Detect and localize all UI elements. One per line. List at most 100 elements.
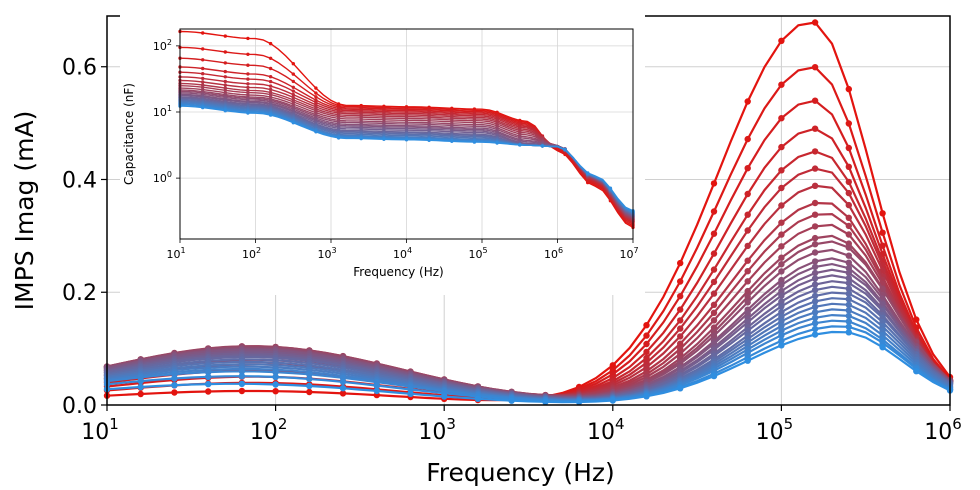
inset-x-tick-label: 104	[393, 246, 412, 261]
main-data-point	[643, 322, 650, 329]
main-data-point	[677, 325, 684, 332]
main-data-point	[778, 308, 785, 316]
main-data-point	[845, 201, 852, 209]
main-data-point	[845, 178, 852, 186]
main-data-point	[879, 210, 886, 217]
main-y-tick-label: 0.0	[62, 394, 97, 419]
main-data-point	[744, 135, 751, 143]
main-data-point	[744, 299, 751, 306]
inset-data-point	[472, 140, 477, 144]
inset-data-point	[268, 113, 273, 117]
inset-data-point	[201, 105, 205, 110]
main-data-point	[575, 398, 583, 406]
inset-x-axis-label: Frequency (Hz)	[353, 265, 444, 279]
inset-data-point	[201, 76, 205, 81]
inset-data-point	[291, 95, 295, 100]
main-data-point	[542, 398, 549, 405]
main-data-point	[710, 317, 718, 324]
inset-data-point	[314, 95, 318, 99]
main-data-point	[879, 286, 886, 293]
inset-data-point	[291, 62, 295, 66]
inset-data-point	[223, 34, 227, 38]
inset-data-point	[359, 136, 363, 141]
inset-data-point	[268, 84, 273, 88]
main-data-point	[778, 298, 785, 305]
main-data-point	[474, 395, 482, 402]
main-data-point	[272, 388, 279, 395]
main-data-point	[744, 327, 751, 334]
main-data-point	[205, 380, 212, 388]
main-data-point	[609, 397, 616, 404]
main-data-point	[778, 202, 785, 209]
main-data-point	[845, 265, 852, 272]
main-data-point	[710, 278, 718, 286]
main-data-point	[373, 382, 380, 389]
inset-data-point	[201, 47, 205, 51]
main-data-point	[811, 286, 819, 294]
main-data-point	[778, 231, 785, 238]
main-data-point	[171, 382, 178, 389]
main-data-point	[845, 329, 852, 336]
main-series-26	[103, 323, 954, 405]
main-data-point	[811, 309, 819, 316]
main-data-point	[845, 275, 852, 282]
main-data-point	[339, 385, 347, 392]
inset-y-tick-label: 100	[153, 170, 172, 185]
main-data-point	[272, 381, 279, 388]
main-data-point	[643, 348, 650, 356]
main-data-point	[778, 276, 785, 284]
main-x-tick-label: 103	[418, 415, 456, 445]
main-data-point	[238, 387, 246, 395]
inset-x-tick-label: 101	[166, 246, 185, 261]
main-data-point	[744, 293, 751, 300]
main-data-point	[710, 332, 718, 339]
main-series-group	[103, 19, 954, 406]
main-data-point	[845, 259, 852, 266]
inset-data-point	[268, 75, 273, 79]
inset-data-point	[246, 63, 250, 67]
main-data-point	[879, 229, 886, 236]
main-data-point	[845, 312, 852, 320]
main-data-point	[778, 167, 785, 174]
main-data-point	[811, 263, 819, 271]
inset-data-point	[223, 88, 227, 93]
main-data-point	[778, 292, 785, 299]
main-data-point	[778, 254, 785, 261]
main-data-point	[339, 390, 347, 397]
inset-data-point	[291, 85, 295, 90]
main-data-point	[744, 310, 751, 317]
inset-data-point	[223, 79, 227, 84]
main-data-point	[811, 223, 819, 230]
main-data-point	[171, 375, 178, 382]
inset-data-point	[291, 79, 295, 84]
inset-data-point	[291, 121, 295, 125]
main-data-point	[845, 244, 852, 251]
main-series-27	[103, 329, 954, 406]
main-data-point	[710, 309, 718, 316]
main-data-point	[137, 390, 144, 398]
main-data-point	[811, 199, 819, 207]
inset-x-tick-label: 102	[242, 246, 261, 261]
main-data-point	[879, 339, 886, 346]
inset-data-point	[314, 91, 318, 95]
main-data-point	[306, 371, 313, 378]
main-data-point	[710, 208, 718, 215]
main-data-point	[677, 317, 684, 324]
inset-data-point	[336, 136, 341, 140]
main-data-point	[845, 301, 852, 308]
inset-data-point	[382, 137, 386, 141]
inset-data-point	[246, 111, 250, 115]
main-data-point	[744, 227, 751, 234]
main-x-ticks: 101 102 103 104 105 106	[81, 405, 962, 445]
inset-data-point	[563, 147, 567, 152]
main-data-point	[677, 340, 684, 347]
main-data-point	[205, 388, 212, 395]
main-data-point	[744, 319, 751, 326]
main-data-point	[778, 322, 785, 330]
inset-data-point	[291, 89, 295, 93]
main-data-point	[778, 337, 785, 344]
main-data-point	[744, 242, 751, 250]
main-x-tick-label: 106	[924, 415, 962, 445]
inset-data-point	[223, 69, 227, 74]
main-data-point	[845, 222, 852, 230]
